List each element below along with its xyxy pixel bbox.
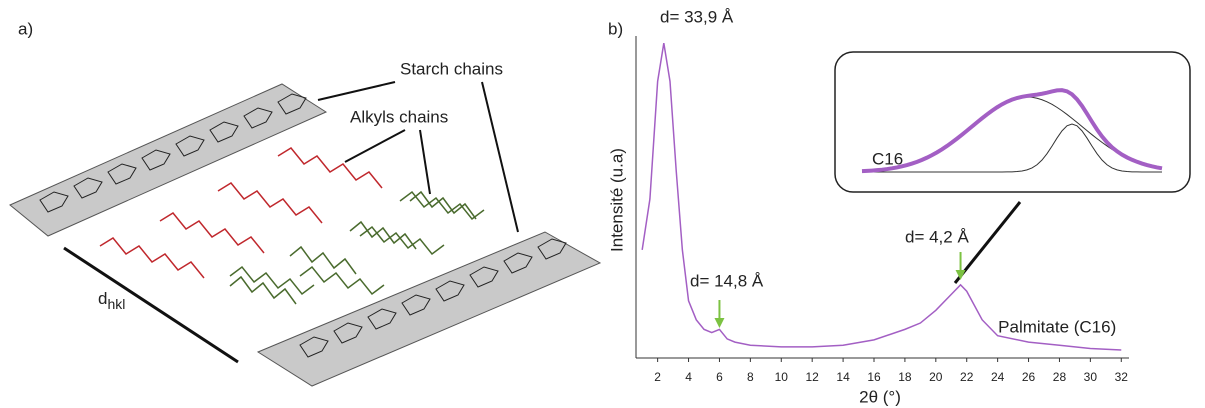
sugar-ring bbox=[299, 336, 329, 358]
starch-plate bbox=[9, 83, 328, 237]
alkyl-chain bbox=[359, 225, 445, 256]
sugar-ring bbox=[73, 177, 103, 199]
arrow bbox=[317, 81, 396, 101]
x-tick-label: 30 bbox=[1084, 370, 1098, 384]
alkyl-chain bbox=[277, 147, 383, 189]
inset-label: C16 bbox=[872, 149, 903, 168]
x-tick-label: 32 bbox=[1115, 370, 1129, 384]
panel-a: a) Starch chains Alkyls chains dhkl bbox=[9, 19, 602, 387]
alkyl-chain bbox=[159, 212, 265, 254]
sugar-ring bbox=[175, 135, 205, 157]
alkyl-chain bbox=[289, 245, 357, 275]
sugar-ring bbox=[537, 238, 567, 260]
sugar-ring bbox=[503, 252, 533, 274]
x-tick-label: 10 bbox=[775, 370, 789, 384]
alkyl-label: Alkyls chains bbox=[350, 107, 448, 126]
x-tick-label: 20 bbox=[929, 370, 943, 384]
starch-plate bbox=[256, 231, 602, 387]
x-tick-label: 24 bbox=[991, 370, 1005, 384]
arrow bbox=[419, 129, 431, 195]
alkyl-chain bbox=[99, 237, 205, 279]
x-tick-label: 28 bbox=[1053, 370, 1067, 384]
x-tick-label: 8 bbox=[747, 370, 754, 384]
sugar-ring bbox=[401, 294, 431, 316]
x-tick-label: 18 bbox=[898, 370, 912, 384]
x-tick-label: 26 bbox=[1022, 370, 1036, 384]
peak-arrow-head bbox=[955, 270, 966, 280]
alkyl-chain bbox=[229, 265, 315, 296]
annotation: d= 33,9 Å bbox=[660, 7, 734, 26]
sugar-ring bbox=[141, 149, 171, 171]
x-tick-label: 4 bbox=[685, 370, 692, 384]
sugar-ring bbox=[435, 280, 465, 302]
distance-subscript: hkl bbox=[107, 296, 125, 312]
annotation: d= 4,2 Å bbox=[905, 227, 969, 246]
distance-label: dhkl bbox=[98, 289, 125, 311]
panel-label: b) bbox=[608, 19, 623, 38]
arrow bbox=[481, 81, 519, 233]
alkyl-chain bbox=[229, 275, 297, 305]
sugar-ring bbox=[107, 163, 137, 185]
alkyl-chain bbox=[217, 182, 323, 224]
x-tick-label: 12 bbox=[806, 370, 820, 384]
inset-curve bbox=[861, 88, 1163, 174]
sugar-ring bbox=[333, 322, 363, 344]
inset-frame bbox=[834, 51, 1191, 193]
y-axis-label: Intensité (u.a) bbox=[607, 148, 626, 252]
sugar-ring bbox=[243, 107, 273, 129]
panel-label: a) bbox=[18, 19, 33, 38]
panel-b: b) Intensité (u.a) 2θ (°) C16 2 4 6 8 10 12 14… bbox=[607, 7, 1191, 406]
starch-label: Starch chains bbox=[400, 59, 503, 78]
alkyl-chain bbox=[409, 190, 477, 220]
x-tick-label: 16 bbox=[867, 370, 881, 384]
line bbox=[641, 43, 1122, 351]
arrow bbox=[344, 129, 406, 163]
alkyl-chain bbox=[349, 220, 417, 250]
x-axis-label: 2θ (°) bbox=[859, 387, 901, 406]
arrow bbox=[953, 201, 1022, 284]
sugar-ring bbox=[469, 266, 499, 288]
sugar-ring bbox=[39, 191, 69, 213]
distance-symbol: d bbox=[98, 289, 107, 308]
inset-fit bbox=[862, 123, 1163, 173]
distance-arrow bbox=[63, 246, 239, 364]
alkyl-chain bbox=[399, 190, 485, 221]
x-tick-label: 14 bbox=[836, 370, 850, 384]
sugar-ring bbox=[367, 308, 397, 330]
annotation: d= 14,8 Å bbox=[690, 271, 764, 290]
x-tick-label: 6 bbox=[716, 370, 723, 384]
x-tick-label: 22 bbox=[960, 370, 974, 384]
series-label: Palmitate (C16) bbox=[998, 318, 1116, 337]
alkyl-chain bbox=[299, 265, 385, 296]
decoration bbox=[39, 93, 567, 358]
x-tick-label: 2 bbox=[654, 370, 661, 384]
sugar-ring bbox=[277, 93, 307, 115]
peak-arrow-head bbox=[714, 318, 725, 328]
sugar-ring bbox=[209, 121, 239, 143]
